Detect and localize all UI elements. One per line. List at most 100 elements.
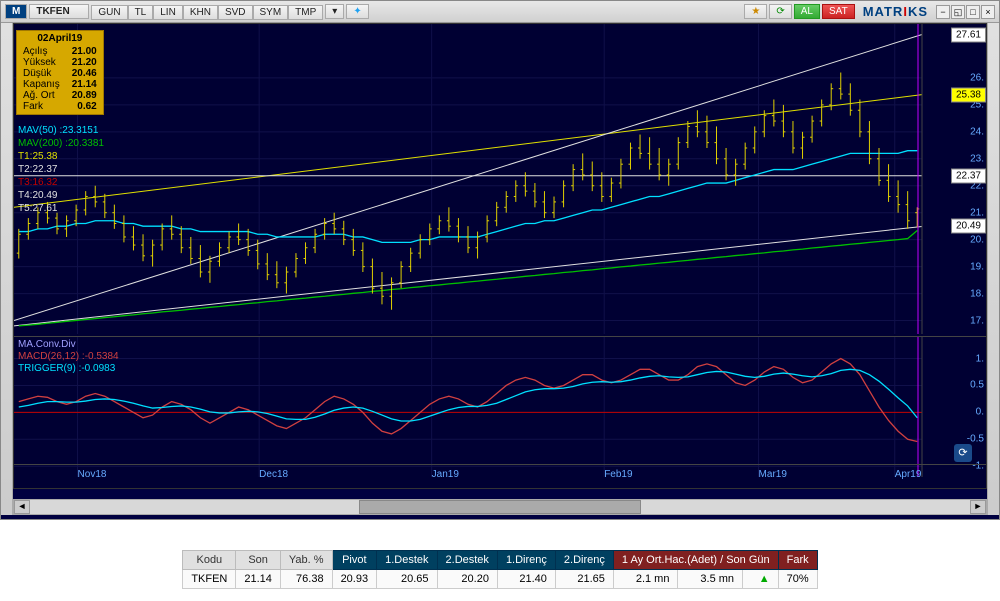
time-axis: Nov18 Dec18 Jan19 Feb19 Mar19 Apr19 — [14, 464, 986, 488]
y-tick-label: 20. — [970, 234, 984, 245]
x-tick-label: Apr19 — [895, 469, 922, 480]
table-cell: 21.65 — [555, 570, 613, 589]
table-header: Fark — [778, 551, 817, 570]
table-cell: 70% — [778, 570, 817, 589]
table-cell: 2.1 mn — [613, 570, 678, 589]
toolbar: M TKFEN GUNTLLINKHNSVDSYMTMP ▾ ✦ ★ ⟳ AL … — [1, 1, 999, 23]
brand-label: MATRIKS — [863, 4, 928, 19]
y-tick-label: 19. — [970, 261, 984, 272]
table-cell: 20.20 — [437, 570, 497, 589]
legend-item: T5:27.61 — [18, 202, 104, 215]
horizontal-scrollbar[interactable]: ◄ ► — [13, 499, 987, 515]
ohlc-row: Yüksek21.20 — [23, 57, 97, 68]
ohlc-row: Kapanış21.14 — [23, 79, 97, 90]
legend-item: T2:22.37 — [18, 163, 104, 176]
window-controls: − ◱ □ × — [936, 5, 995, 19]
star-icon[interactable]: ★ — [744, 4, 767, 19]
restore-icon[interactable]: ◱ — [951, 5, 965, 19]
legend-item: T3:16.32 — [18, 176, 104, 189]
minimize-icon[interactable]: − — [936, 5, 950, 19]
price-pane[interactable]: 02April19 Açılış21.00Yüksek21.20Düşük20.… — [14, 24, 986, 334]
ohlc-row: Açılış21.00 — [23, 46, 97, 57]
legend-item: T4:20.49 — [18, 189, 104, 202]
refresh-icon[interactable]: ⟳ — [769, 4, 791, 19]
ticker-dropdown[interactable]: TKFEN — [29, 4, 89, 19]
y-tick-label: 0.5 — [970, 380, 984, 391]
toolbar-btn-gun[interactable]: GUN — [91, 5, 127, 20]
table-cell: 21.14 — [236, 570, 281, 589]
price-legends: MAV(50) :23.3151MAV(200) :20.3381T1:25.3… — [18, 124, 104, 215]
y-tick-label: 21. — [970, 207, 984, 218]
y-tick-label: 24. — [970, 126, 984, 137]
y-tick-label: 23. — [970, 153, 984, 164]
chart-refresh-icon[interactable]: ⟳ — [954, 444, 972, 462]
summary-table: KoduSonYab. %Pivot1.Destek2.Destek1.Dire… — [182, 550, 817, 589]
ohlc-row: Ağ. Ort20.89 — [23, 90, 97, 101]
legend-item: MA.Conv.Div — [18, 339, 119, 351]
legend-item: MACD(26,12) :-0.5384 — [18, 351, 119, 363]
legend-item: MAV(50) :23.3151 — [18, 124, 104, 137]
table-header: 2.Direnç — [555, 551, 613, 570]
table-cell: ▲ — [743, 570, 779, 589]
scroll-left-icon[interactable]: ◄ — [14, 500, 30, 514]
close-icon[interactable]: × — [981, 5, 995, 19]
table-cell: 20.65 — [377, 570, 437, 589]
table-cell: 21.40 — [497, 570, 555, 589]
right-tool-strip — [987, 23, 999, 515]
table-header: Yab. % — [280, 551, 332, 570]
price-tag: 22.37 — [951, 168, 986, 183]
scroll-right-icon[interactable]: ► — [970, 500, 986, 514]
buy-button[interactable]: AL — [794, 4, 820, 19]
y-tick-label: 1. — [976, 353, 984, 364]
logo-icon: M — [5, 4, 27, 19]
table-cell: 76.38 — [280, 570, 332, 589]
table-cell: TKFEN — [183, 570, 236, 589]
macd-pane[interactable]: MA.Conv.Div MACD(26,12) :-0.5384TRIGGER(… — [14, 336, 986, 476]
sell-button[interactable]: SAT — [822, 4, 855, 19]
table-row: TKFEN21.1476.3820.9320.6520.2021.4021.65… — [183, 570, 817, 589]
price-tag: 25.38 — [951, 87, 986, 102]
y-tick-label: 18. — [970, 288, 984, 299]
ohlc-box: 02April19 Açılış21.00Yüksek21.20Düşük20.… — [16, 30, 104, 115]
ohlc-row: Düşük20.46 — [23, 68, 97, 79]
y-tick-label: 0. — [976, 407, 984, 418]
x-tick-label: Dec18 — [259, 469, 288, 480]
table-header: Kodu — [183, 551, 236, 570]
table-header: 2.Destek — [437, 551, 497, 570]
toolbar-btn-lin[interactable]: LIN — [153, 5, 183, 20]
toolbar-btn-svd[interactable]: SVD — [218, 5, 253, 20]
table-header: 1 Ay Ort.Hac.(Adet) / Son Gün — [613, 551, 778, 570]
macd-legends: MA.Conv.Div MACD(26,12) :-0.5384TRIGGER(… — [18, 339, 119, 375]
dropdown-arrow-icon[interactable]: ▾ — [325, 4, 344, 19]
toolbar-btn-khn[interactable]: KHN — [183, 5, 218, 20]
x-tick-label: Feb19 — [604, 469, 632, 480]
table-header: Pivot — [332, 551, 377, 570]
legend-item: MAV(200) :20.3381 — [18, 137, 104, 150]
toolbar-btn-tl[interactable]: TL — [128, 5, 154, 20]
x-tick-label: Mar19 — [759, 469, 787, 480]
ohlc-date: 02April19 — [23, 33, 97, 44]
x-tick-label: Nov18 — [78, 469, 107, 480]
table-header: Son — [236, 551, 281, 570]
price-tag: 27.61 — [951, 27, 986, 42]
table-header: 1.Destek — [377, 551, 437, 570]
toolbar-btn-sym[interactable]: SYM — [253, 5, 289, 20]
chart-window: M TKFEN GUNTLLINKHNSVDSYMTMP ▾ ✦ ★ ⟳ AL … — [0, 0, 1000, 520]
table-header: 1.Direnç — [497, 551, 555, 570]
ohlc-row: Fark0.62 — [23, 101, 97, 112]
legend-item: T1:25.38 — [18, 150, 104, 163]
toolbar-btn-tmp[interactable]: TMP — [288, 5, 323, 20]
scroll-thumb[interactable] — [359, 500, 641, 514]
x-tick-label: Jan19 — [432, 469, 459, 480]
table-cell: 3.5 mn — [678, 570, 743, 589]
maximize-icon[interactable]: □ — [966, 5, 980, 19]
chart-area: 02April19 Açılış21.00Yüksek21.20Düşük20.… — [13, 23, 987, 489]
y-tick-label: 17. — [970, 315, 984, 326]
table-header-row: KoduSonYab. %Pivot1.Destek2.Destek1.Dire… — [183, 551, 817, 570]
price-tag: 20.49 — [951, 219, 986, 234]
table-cell: 20.93 — [332, 570, 377, 589]
twitter-icon[interactable]: ✦ — [346, 4, 368, 19]
left-tool-strip — [1, 23, 13, 515]
legend-item: TRIGGER(9) :-0.0983 — [18, 363, 119, 375]
y-tick-label: 26. — [970, 72, 984, 83]
